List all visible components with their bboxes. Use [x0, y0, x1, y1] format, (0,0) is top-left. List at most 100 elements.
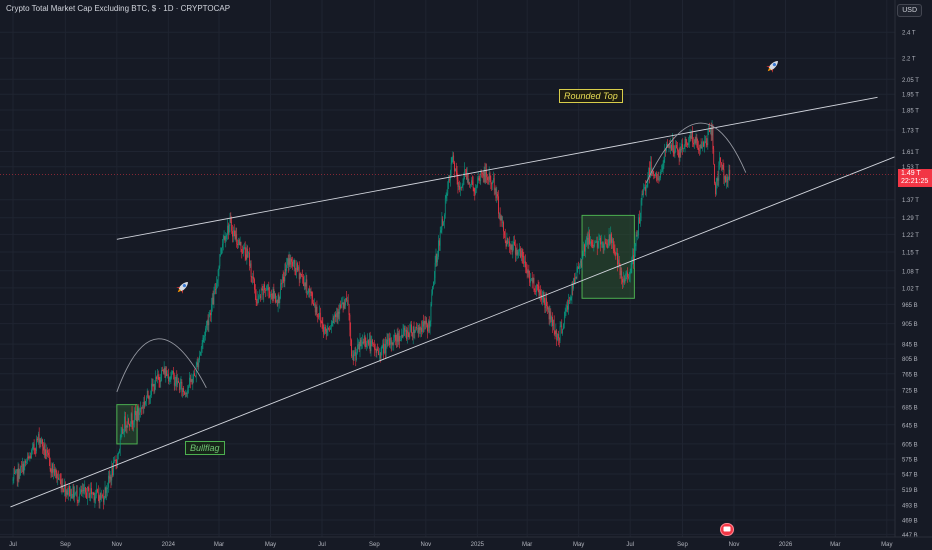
y-tick-label: 1.85 T — [902, 108, 919, 114]
candle-body — [319, 312, 320, 318]
candle-body — [482, 173, 483, 175]
rounded-arc[interactable] — [116, 338, 207, 393]
candle-body — [570, 297, 572, 301]
consolidation-box[interactable] — [581, 214, 635, 299]
candle-body — [483, 170, 485, 177]
candle-body — [390, 337, 391, 346]
candle-body — [719, 157, 720, 165]
candle-body — [338, 311, 340, 314]
candle-body — [425, 320, 427, 325]
candle-body — [97, 492, 99, 497]
candle-body — [628, 276, 629, 278]
rounded-top-label[interactable]: Rounded Top — [559, 89, 623, 103]
x-tick-label: Sep — [677, 542, 688, 548]
candle-body — [227, 225, 229, 234]
y-tick-label: 905 B — [902, 322, 918, 328]
candle-body — [130, 413, 132, 425]
price-axis-bg[interactable] — [895, 0, 932, 550]
y-tick-label: 605 B — [902, 442, 918, 448]
rocket-icon[interactable] — [765, 58, 781, 74]
candle-body — [368, 338, 370, 345]
candle-body — [701, 147, 703, 149]
candle-body — [540, 290, 542, 295]
candle-body — [196, 362, 198, 366]
candle-body — [169, 377, 171, 380]
candle-body — [171, 373, 173, 378]
candle-body — [17, 468, 19, 482]
rocket-icon[interactable] — [175, 279, 191, 295]
candle-body — [518, 251, 520, 253]
candle-body — [25, 460, 27, 463]
candle-body — [272, 288, 274, 299]
candle-body — [118, 452, 119, 455]
candle-body — [446, 193, 448, 196]
candle-body — [301, 274, 303, 277]
candle-body — [484, 170, 486, 183]
bullflag-label[interactable]: Bullflag — [185, 441, 225, 455]
candle-body — [515, 249, 517, 255]
candle-body — [365, 343, 367, 347]
candle-body — [677, 150, 679, 153]
candle-body — [474, 191, 476, 194]
candle-body — [409, 330, 411, 338]
x-tick-label: Nov — [112, 542, 123, 548]
news-icon[interactable] — [720, 523, 734, 536]
candle-body — [546, 298, 547, 306]
trendline-lower[interactable] — [10, 149, 914, 508]
candle-body — [255, 295, 257, 302]
candle-body — [306, 279, 308, 294]
candle-body — [662, 165, 664, 171]
candle-body — [74, 493, 75, 498]
candle-body — [215, 289, 216, 290]
candle-body — [43, 444, 45, 451]
candle-body — [585, 239, 587, 242]
candle-body — [366, 342, 368, 347]
candle-body — [681, 143, 683, 151]
candle-body — [593, 245, 595, 247]
candle-body — [675, 144, 677, 153]
candle-body — [654, 174, 655, 176]
candle-body — [281, 276, 283, 285]
candle-body — [217, 270, 219, 281]
candle-body — [533, 278, 535, 290]
candle-body — [128, 418, 130, 424]
candle-body — [330, 327, 331, 330]
last-price-tag: 1.49 T 22:21:25 — [898, 169, 932, 187]
candle-body — [198, 359, 200, 368]
candle-body — [361, 343, 363, 347]
candlestick-series — [12, 120, 731, 510]
candle-body — [679, 148, 681, 158]
candle-body — [699, 145, 701, 151]
candle-body — [254, 279, 255, 290]
candle-body — [246, 248, 248, 260]
candle-body — [279, 298, 281, 304]
candle-body — [436, 253, 438, 263]
candle-body — [67, 492, 69, 495]
candle-body — [566, 305, 568, 310]
candle-body — [596, 240, 597, 243]
candle-body — [86, 492, 87, 499]
candle-body — [55, 469, 57, 473]
candle-body — [228, 225, 230, 234]
candle-body — [657, 178, 659, 180]
candle-body — [525, 267, 527, 270]
candle-body — [13, 473, 15, 480]
candle-body — [529, 274, 531, 283]
candle-body — [135, 410, 136, 416]
candle-body — [476, 182, 478, 187]
rounded-arc[interactable] — [645, 122, 747, 183]
candle-body — [250, 263, 252, 277]
currency-button[interactable]: USD — [897, 4, 922, 17]
candle-body — [640, 200, 642, 218]
trendline-upper[interactable] — [116, 96, 878, 240]
candle-body — [403, 327, 405, 330]
candle-body — [287, 258, 288, 265]
candle-body — [123, 432, 124, 434]
candle-body — [292, 263, 294, 267]
candle-body — [26, 461, 27, 463]
candle-body — [460, 187, 462, 188]
candle-body — [468, 182, 470, 184]
candle-body — [59, 478, 61, 480]
candle-body — [613, 248, 615, 251]
